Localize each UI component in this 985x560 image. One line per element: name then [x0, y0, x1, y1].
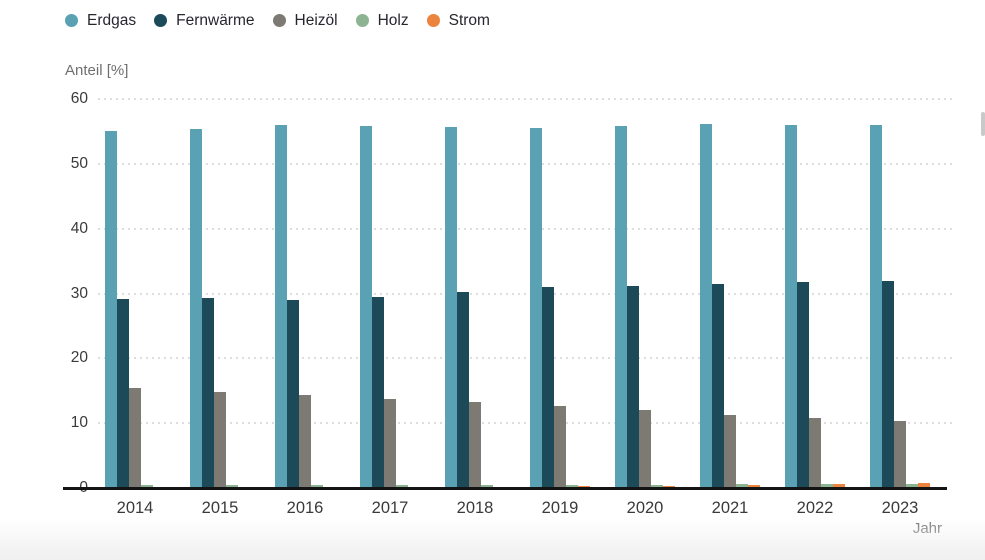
bar-2017-fernwärme[interactable]: [372, 297, 384, 488]
bar-2016-fernwärme[interactable]: [287, 299, 299, 488]
y-tick-label-60: 60: [70, 90, 88, 107]
legend-label: Erdgas: [87, 12, 137, 29]
gridline-30: [98, 292, 952, 295]
legend-dot-icon: [154, 14, 168, 28]
bar-2015-fernwärme[interactable]: [202, 298, 214, 488]
x-tick-label-2022: 2022: [796, 499, 834, 517]
bar-2014-erdgas[interactable]: [105, 131, 117, 488]
legend-label: Strom: [448, 12, 490, 29]
bar-2019-heizöl[interactable]: [554, 406, 566, 488]
bar-2023-fernwärme[interactable]: [882, 280, 894, 488]
bar-2017-heizöl[interactable]: [384, 398, 396, 488]
legend-item-heizöl[interactable]: Heizöl: [272, 12, 338, 29]
x-tick-label-2021: 2021: [711, 499, 749, 517]
bar-2016-heizöl[interactable]: [299, 394, 311, 488]
gridline-50: [98, 162, 952, 165]
legend: Erdgas Fernwärme Heizöl Holz Strom: [65, 13, 508, 29]
bar-2016-erdgas[interactable]: [275, 124, 287, 488]
gridline-20: [98, 357, 952, 360]
bar-2015-erdgas[interactable]: [190, 129, 202, 488]
gridline-40: [98, 227, 952, 230]
gridline-60: [98, 98, 952, 100]
y-tick-label-20: 20: [70, 349, 88, 367]
bar-2021-fernwärme[interactable]: [712, 283, 724, 488]
bar-2021-strom[interactable]: [748, 484, 760, 488]
legend-label: Heizöl: [294, 12, 338, 29]
bar-2014-holz[interactable]: [141, 485, 153, 488]
x-axis-title: Jahr: [912, 520, 942, 537]
x-tick-label-2014: 2014: [116, 499, 154, 517]
bar-2022-holz[interactable]: [821, 484, 833, 488]
bar-2022-fernwärme[interactable]: [797, 281, 809, 488]
bar-2022-erdgas[interactable]: [785, 124, 797, 488]
bar-2023-heizöl[interactable]: [894, 420, 906, 488]
legend-item-strom[interactable]: Strom: [426, 12, 490, 29]
bar-2020-erdgas[interactable]: [615, 126, 627, 488]
legend-dot-icon: [355, 14, 369, 28]
bar-2020-holz[interactable]: [651, 484, 663, 488]
legend-dot-icon: [65, 14, 78, 28]
x-tick-label-2019: 2019: [541, 499, 579, 517]
x-axis-line: [63, 487, 947, 490]
bar-2018-holz[interactable]: [481, 484, 493, 488]
bar-2023-holz[interactable]: [906, 484, 918, 488]
x-tick-label-2018: 2018: [456, 499, 494, 517]
bar-2021-erdgas[interactable]: [700, 124, 712, 488]
bar-2017-holz[interactable]: [396, 485, 408, 488]
y-tick-label-50: 50: [70, 154, 88, 172]
bar-2018-fernwärme[interactable]: [457, 291, 469, 488]
x-tick-label-2016: 2016: [286, 499, 324, 517]
y-tick-label-40: 40: [70, 219, 88, 237]
bar-2018-heizöl[interactable]: [469, 402, 481, 488]
bar-2015-holz[interactable]: [226, 485, 238, 488]
gridline-10: [98, 422, 952, 425]
x-tick-label-2015: 2015: [201, 499, 239, 517]
x-tick-label-2020: 2020: [626, 499, 664, 517]
bar-2015-heizöl[interactable]: [214, 392, 226, 488]
bar-2023-erdgas[interactable]: [870, 124, 882, 488]
bar-2021-heizöl[interactable]: [724, 415, 736, 488]
bar-2019-holz[interactable]: [566, 484, 578, 488]
bar-2023-strom[interactable]: [918, 483, 930, 488]
bar-2021-holz[interactable]: [736, 484, 748, 488]
bar-2014-heizöl[interactable]: [129, 388, 141, 488]
bar-2019-fernwärme[interactable]: [542, 287, 554, 488]
bar-2017-erdgas[interactable]: [360, 125, 372, 488]
legend-item-fernwärme[interactable]: Fernwärme: [154, 12, 255, 29]
bar-2020-heizöl[interactable]: [639, 409, 651, 488]
x-tick-label-2023: 2023: [881, 499, 919, 517]
scrollbar-thumb[interactable]: [981, 112, 985, 136]
y-tick-label-30: 30: [70, 284, 88, 302]
bar-2022-strom[interactable]: [833, 484, 845, 488]
bar-2016-holz[interactable]: [311, 485, 323, 488]
legend-item-holz[interactable]: Holz: [355, 12, 409, 29]
legend-dot-icon: [426, 14, 440, 28]
bar-2018-erdgas[interactable]: [445, 126, 457, 488]
legend-dot-icon: [272, 14, 286, 28]
bar-2020-fernwärme[interactable]: [627, 286, 639, 488]
legend-item-erdgas[interactable]: Erdgas: [65, 13, 136, 29]
legend-label: Holz: [377, 12, 409, 29]
bar-2022-heizöl[interactable]: [809, 417, 821, 488]
x-tick-label-2017: 2017: [371, 499, 409, 517]
bar-2019-erdgas[interactable]: [530, 127, 542, 488]
legend-label: Fernwärme: [176, 12, 255, 29]
y-axis-title: Anteil [%]: [65, 62, 129, 79]
y-tick-label-10: 10: [70, 414, 88, 432]
bar-2014-fernwärme[interactable]: [117, 299, 129, 488]
